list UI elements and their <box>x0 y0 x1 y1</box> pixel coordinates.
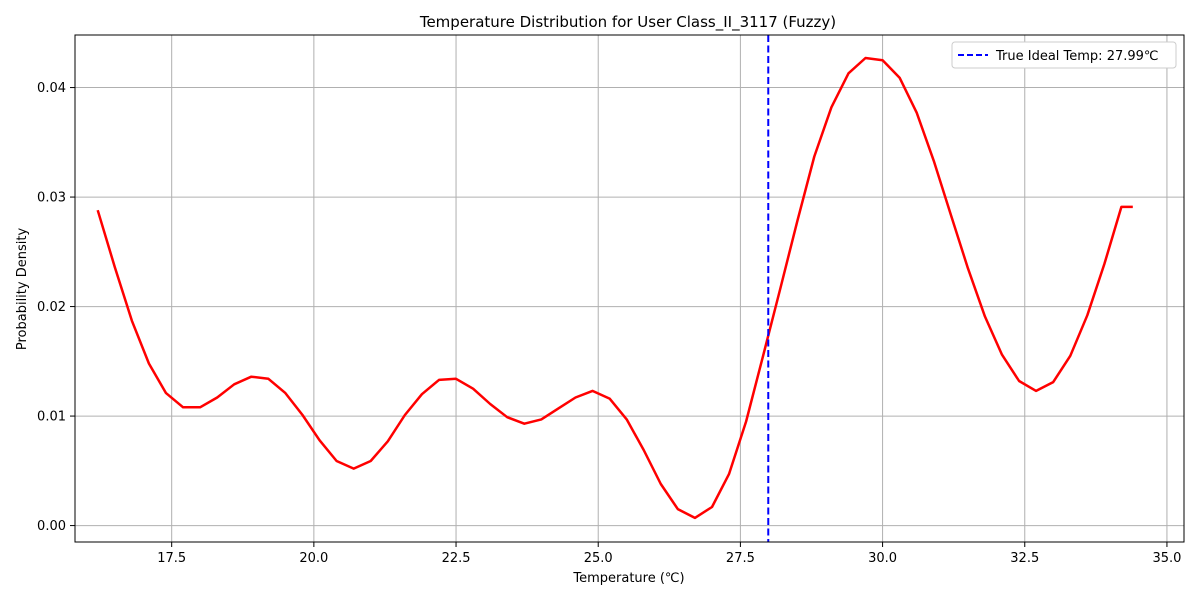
y-tick-label: 0.02 <box>37 300 66 315</box>
x-tick-label: 35.0 <box>1152 551 1181 566</box>
y-axis-ticks: 0.00 0.01 0.02 0.03 0.04 <box>37 81 75 534</box>
axes-frame <box>74 34 1185 543</box>
series-layer <box>96 35 1133 542</box>
legend-label-ideal-temp: True Ideal Temp: 27.99℃ <box>995 49 1159 64</box>
x-tick-label: 20.0 <box>299 551 328 566</box>
x-axis-label: Temperature (℃) <box>572 571 684 586</box>
y-axis-label: Probability Density <box>15 228 30 351</box>
chart-title: Temperature Distribution for User Class_… <box>419 13 836 32</box>
x-tick-label: 17.5 <box>157 551 186 566</box>
y-tick-label: 0.03 <box>37 191 66 206</box>
x-tick-label: 30.0 <box>868 551 897 566</box>
x-tick-label: 32.5 <box>1010 551 1039 566</box>
x-tick-label: 22.5 <box>442 551 471 566</box>
x-axis-ticks: 17.5 20.0 22.5 25.0 27.5 30.0 32.5 35.0 <box>157 542 1181 566</box>
y-tick-label: 0.01 <box>37 410 66 425</box>
legend-box <box>951 41 1177 69</box>
y-tick-label: 0.00 <box>37 519 66 534</box>
x-tick-label: 25.0 <box>584 551 613 566</box>
legend: True Ideal Temp: 27.99℃ <box>951 41 1177 69</box>
density-line <box>96 56 1133 520</box>
grid <box>75 35 1184 542</box>
y-tick-label: 0.04 <box>37 81 66 96</box>
x-tick-label: 27.5 <box>726 551 755 566</box>
